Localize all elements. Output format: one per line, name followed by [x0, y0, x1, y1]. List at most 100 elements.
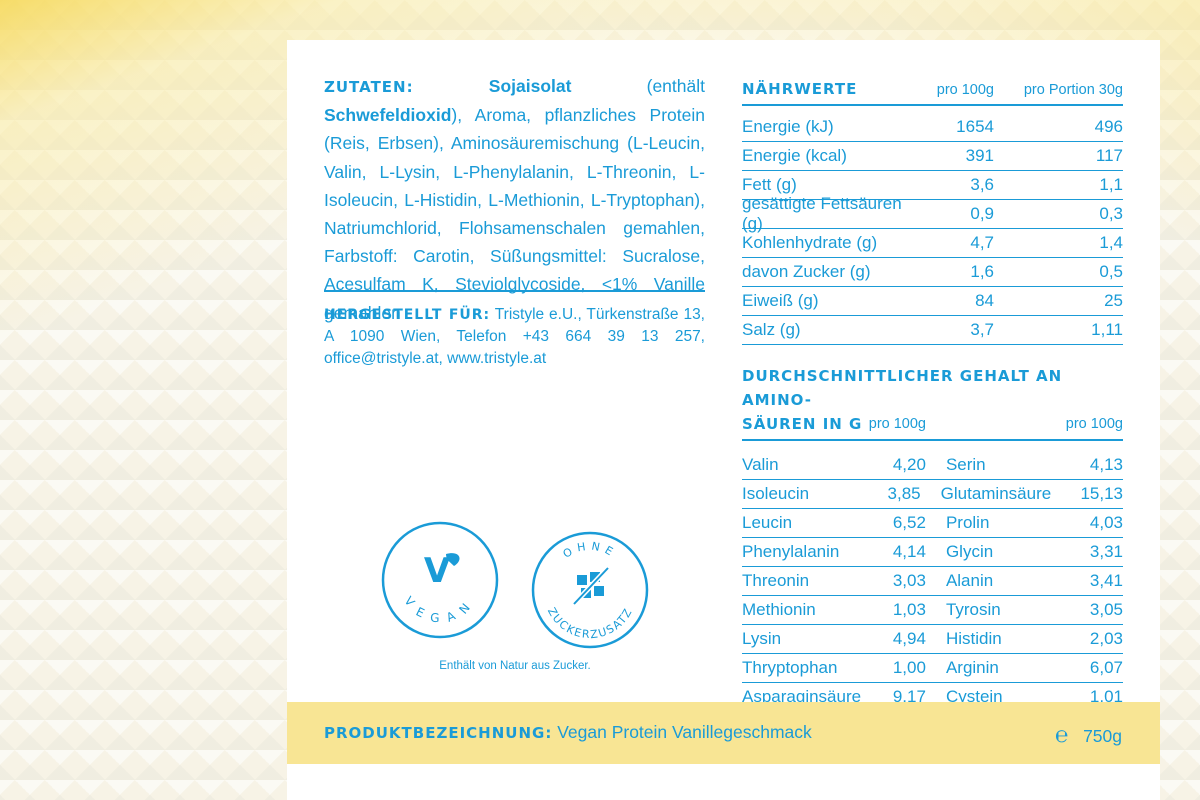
nutrition-rows: Energie (kJ) 1654 496 Energie (kcal) 391 117 F… — [742, 113, 1123, 345]
amino-name-left: Methionin — [742, 600, 816, 619]
ingredients-block: ZUTATEN: Sojaisolat (enthält Schwefeldio… — [324, 72, 705, 327]
product-heading: PRODUKTBEZEICHNUNG: — [324, 724, 553, 742]
nutrient-per100: 3,7 — [970, 320, 994, 339]
nutrition-row: Eiweiß (g) 84 25 — [742, 287, 1123, 316]
amino-name-right: Alanin — [945, 571, 994, 590]
manufacturer-heading: HERGESTELLT FÜR: — [324, 307, 491, 323]
ingredients-heading: ZUTATEN: — [324, 78, 414, 96]
no-sugar-badge: OHNE ZUCKERZUSATZ — [531, 531, 649, 649]
amino-value-left: 3,85 — [887, 484, 921, 503]
amino-row: Phenylalanin 4,14 Glycin 3,31 — [742, 538, 1123, 567]
amino-heading-line1: DURCHSCHNITTLICHER GEHALT AN AMINO- — [742, 367, 1063, 409]
amino-name-right: Arginin — [945, 658, 999, 677]
amino-name-right: Cystein — [945, 687, 1003, 706]
nutrient-per100: 4,7 — [970, 233, 994, 252]
nutrient-per100: 0,9 — [970, 204, 994, 223]
amino-value-right: 3,41 — [1089, 571, 1123, 590]
nutrition-divider — [742, 104, 1123, 106]
no-sugar-top-text: OHNE — [561, 540, 620, 561]
no-sugar-circle — [531, 531, 649, 649]
label-card — [287, 40, 1160, 800]
sugar-cubes-icon — [572, 566, 610, 606]
amino-name-left: Thryptophan — [742, 658, 838, 677]
no-sugar-bottom-text: ZUCKERZUSATZ — [545, 605, 635, 641]
amino-value-right: 3,05 — [1089, 600, 1123, 619]
amino-heading-line2: SÄUREN IN G — [742, 415, 863, 433]
amino-name-left: Asparaginsäure — [742, 687, 862, 706]
amino-row: Asparaginsäure 9,17 Cystein 1,01 — [742, 683, 1123, 712]
amino-divider — [742, 439, 1123, 441]
amino-value-left: 1,03 — [892, 600, 926, 619]
amino-value-right: 3,31 — [1089, 542, 1123, 561]
amino-row: Threonin 3,03 Alanin 3,41 — [742, 567, 1123, 596]
amino-row: Leucin 6,52 Prolin 4,03 — [742, 509, 1123, 538]
nutrition-row: Energie (kJ) 1654 496 — [742, 113, 1123, 142]
nutrient-name: Salz (g) — [742, 320, 801, 339]
amino-value-right: 4,03 — [1089, 513, 1123, 532]
nutrient-name: Energie (kcal) — [742, 146, 847, 165]
amino-value-left: 1,00 — [892, 658, 926, 677]
amino-col-right: pro 100g — [1065, 416, 1123, 432]
leaf-icon — [446, 553, 460, 566]
amino-name-left: Isoleucin — [742, 484, 810, 503]
product-weight: 750g — [1083, 726, 1122, 746]
amino-value-left: 4,20 — [892, 455, 926, 474]
nutrient-portion: 1,4 — [1099, 233, 1123, 252]
amino-value-left: 4,14 — [892, 542, 926, 561]
amino-value-right: 2,03 — [1089, 629, 1123, 648]
nutrient-per100: 1,6 — [970, 262, 994, 281]
amino-name-left: Phenylalanin — [742, 542, 840, 561]
nutrition-row: Salz (g) 3,7 1,11 — [742, 316, 1123, 345]
vegan-letter: V — [424, 551, 451, 591]
nutrition-col-100g: pro 100g — [936, 82, 994, 98]
estimated-sign-icon: ℮ — [1054, 722, 1069, 747]
nutrient-per100: 1654 — [956, 117, 994, 136]
nutrient-portion: 25 — [1104, 291, 1123, 310]
nutrient-name: Kohlenhydrate (g) — [742, 233, 878, 252]
amino-name-right: Prolin — [945, 513, 990, 532]
amino-name-left: Lysin — [742, 629, 782, 648]
ingredient-text-2: ), Aroma, pflanzliches Protein (Reis, Er… — [324, 105, 705, 323]
nutrient-per100: 84 — [975, 291, 994, 310]
amino-col-left: pro 100g — [868, 416, 926, 432]
amino-rows: Valin 4,20 Serin 4,13 Isoleucin 3,85 Glutamins… — [742, 451, 1123, 712]
nutrient-portion: 1,1 — [1099, 175, 1123, 194]
amino-header: SÄUREN IN G pro 100g pro 100g — [742, 412, 1123, 436]
product-name: Vegan Protein Vanillegeschmack — [557, 722, 812, 742]
nutrient-name: gesättigte Fettsäuren (g) — [742, 194, 902, 233]
nutrition-header: NÄHRWERTE pro 100g pro Portion 30g — [742, 74, 1123, 98]
amino-name-right: Glycin — [945, 542, 994, 561]
amino-table: DURCHSCHNITTLICHER GEHALT AN AMINO- SÄUR… — [742, 364, 1123, 712]
amino-row: Thryptophan 1,00 Arginin 6,07 — [742, 654, 1123, 683]
nutrition-row: davon Zucker (g) 1,6 0,5 — [742, 258, 1123, 287]
ingredient-bold-2: Schwefeldioxid — [324, 105, 452, 126]
amino-value-left: 6,52 — [892, 513, 926, 532]
nutrition-heading: NÄHRWERTE — [742, 80, 858, 98]
amino-name-right: Histidin — [945, 629, 1002, 648]
nutrient-portion: 1,11 — [1091, 320, 1123, 339]
ingredient-text-1: (enthält — [571, 76, 705, 96]
nutrition-table: NÄHRWERTE pro 100g pro Portion 30g Energ… — [742, 74, 1123, 345]
nutrient-per100: 391 — [965, 146, 994, 165]
nutrient-per100: 3,6 — [970, 175, 994, 194]
product-name-line: PRODUKTBEZEICHNUNG: Vegan Protein Vanill… — [324, 722, 812, 743]
manufacturer-text: Tristyle e.U., Türkenstraße 13, A 1090 W… — [324, 306, 705, 367]
nutrition-col-portion: pro Portion 30g — [1023, 82, 1123, 98]
vegan-text: VEGAN — [401, 594, 478, 625]
ingredients-divider — [324, 290, 705, 292]
amino-value-left: 9,17 — [892, 687, 926, 706]
amino-name-right: Tyrosin — [945, 600, 1001, 619]
nutrient-name: Eiweiß (g) — [742, 291, 819, 310]
nutrient-name: davon Zucker (g) — [742, 262, 871, 281]
nutrient-portion: 0,5 — [1099, 262, 1123, 281]
nutrition-row: Energie (kcal) 391 117 — [742, 142, 1123, 171]
nutrient-portion: 496 — [1094, 117, 1123, 136]
amino-name-right: Serin — [945, 455, 986, 474]
product-weight-line: ℮ 750g — [1055, 722, 1122, 748]
vegan-circle — [381, 521, 499, 639]
amino-value-left: 4,94 — [892, 629, 926, 648]
nutrition-row: Kohlenhydrate (g) 4,7 1,4 — [742, 229, 1123, 258]
amino-value-left: 3,03 — [892, 571, 926, 590]
amino-name-left: Valin — [742, 455, 779, 474]
nutrient-portion: 0,3 — [1099, 204, 1123, 223]
